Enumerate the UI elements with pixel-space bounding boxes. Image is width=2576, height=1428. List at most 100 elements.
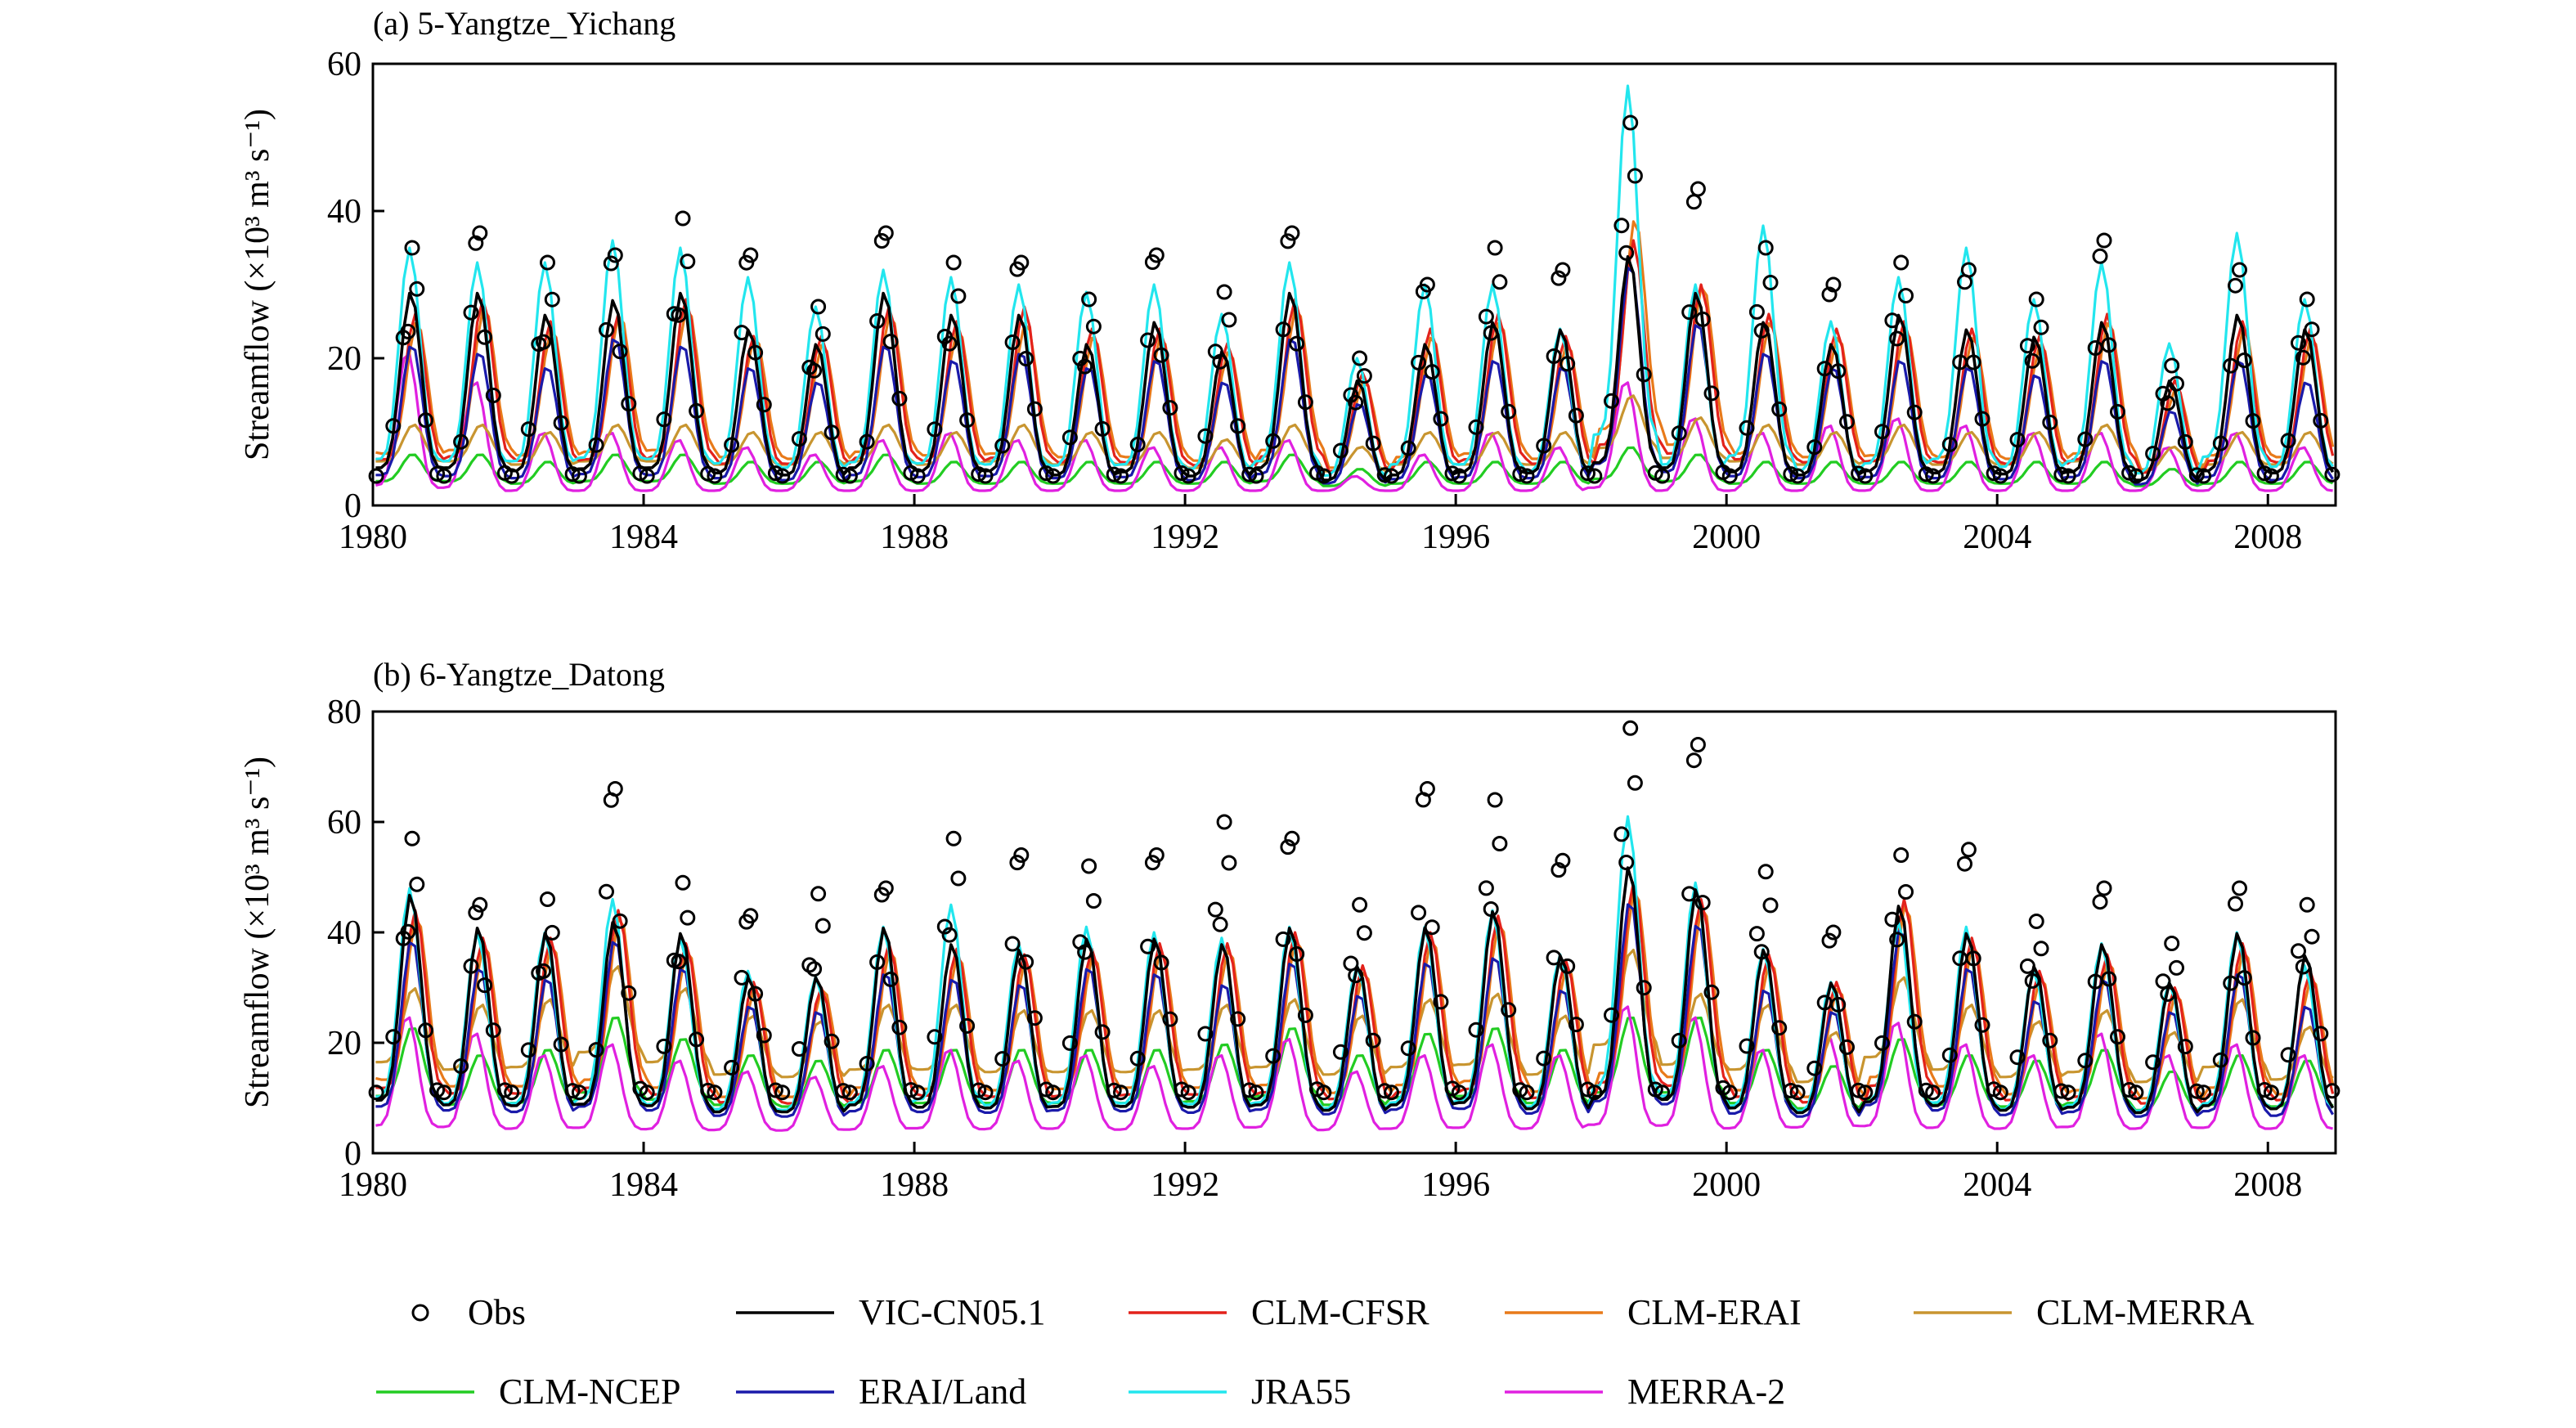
obs-point: [2280, 433, 2296, 449]
obs-point: [671, 954, 687, 970]
obs-point: [1783, 466, 1799, 483]
obs-point: [1546, 348, 1562, 364]
obs-point: [1180, 1084, 1196, 1101]
obs-point: [2060, 468, 2076, 484]
obs-point: [571, 468, 587, 484]
obs-point: [2245, 413, 2261, 429]
obs-point: [689, 1031, 705, 1048]
y-tick-label: 20: [327, 1025, 361, 1062]
obs-point: [1857, 1084, 1874, 1101]
obs-point: [1551, 270, 1567, 286]
obs-point: [680, 909, 696, 926]
obs-point: [1144, 855, 1160, 871]
panel-b-obs: [368, 720, 2340, 1101]
obs-point: [1289, 946, 1305, 962]
obs-point: [756, 397, 772, 413]
obs-point: [1753, 944, 1770, 960]
obs-point: [1153, 954, 1169, 971]
obs-point: [1004, 936, 1021, 952]
obs-point: [2236, 970, 2252, 986]
obs-point: [1113, 468, 1129, 484]
obs-point: [1162, 1011, 1178, 1027]
obs-point: [1889, 330, 1905, 347]
obs-point: [1757, 864, 1774, 880]
obs-point: [2033, 319, 2049, 335]
obs-point: [607, 781, 623, 797]
obs-point: [1081, 858, 1097, 874]
obs-point: [1129, 1050, 1146, 1067]
obs-point: [496, 1082, 513, 1098]
obs-point: [603, 255, 619, 272]
obs-point: [815, 918, 831, 934]
obs-point: [1762, 275, 1779, 290]
obs-point: [1694, 311, 1711, 327]
obs-point: [2092, 894, 2108, 910]
obs-point: [1690, 737, 1706, 752]
obs-point: [791, 431, 807, 447]
obs-point: [1898, 288, 1914, 303]
obs-point: [1284, 830, 1300, 846]
obs-point: [1265, 1048, 1281, 1064]
obs-point: [756, 1027, 772, 1044]
obs-point: [743, 908, 759, 924]
obs-point: [1061, 429, 1078, 446]
x-tick-label: 1980: [339, 1166, 407, 1204]
obs-point: [588, 1042, 604, 1058]
panel-a-y-axis-label: Streamflow (×10³ m³ s⁻¹): [239, 109, 276, 460]
obs-point: [959, 412, 976, 429]
obs-point: [1018, 351, 1034, 366]
obs-point: [1857, 468, 1874, 484]
legend-item-obs: Obs: [411, 1292, 526, 1332]
obs-point: [859, 433, 875, 450]
obs-point: [675, 210, 691, 227]
obs-point: [2077, 1053, 2094, 1069]
obs-point: [1627, 168, 1643, 184]
obs-point: [2101, 337, 2117, 353]
obs-point: [1348, 968, 1364, 984]
obs-point: [927, 421, 943, 438]
obs-point: [1444, 465, 1461, 482]
obs-point: [1681, 886, 1698, 902]
obs-point: [1384, 1084, 1399, 1101]
obs-point: [891, 390, 908, 406]
obs-point: [903, 1082, 919, 1098]
obs-point: [869, 313, 886, 329]
obs-point: [2304, 321, 2320, 338]
obs-point: [1771, 401, 1788, 417]
obs-point: [463, 304, 479, 321]
obs-point: [810, 886, 827, 902]
obs-point: [835, 466, 851, 483]
obs-point: [1284, 225, 1300, 241]
obs-point: [564, 466, 581, 483]
obs-point: [2155, 973, 2171, 990]
obs-point: [971, 466, 987, 483]
obs-point: [1400, 440, 1416, 456]
obs-point: [436, 468, 452, 484]
panel-b-title: (b) 6-Yangtze_Datong: [373, 656, 665, 693]
obs-point: [2128, 1084, 2144, 1101]
obs-point: [1085, 893, 1102, 909]
obs-point: [2042, 415, 2058, 430]
obs-point: [1636, 366, 1652, 383]
obs-point: [1216, 284, 1232, 300]
obs-point: [1884, 312, 1901, 329]
x-tick-label: 2008: [2233, 519, 2302, 556]
obs-point: [468, 905, 484, 921]
obs-point: [1974, 1017, 1990, 1033]
obs-point: [1026, 1010, 1043, 1026]
obs-point: [2110, 404, 2125, 420]
obs-point: [1411, 354, 1427, 370]
obs-point: [612, 344, 628, 360]
obs-point: [1352, 896, 1368, 913]
y-tick-label: 40: [327, 914, 361, 952]
x-tick-label: 1992: [1151, 1166, 1219, 1204]
obs-point: [1085, 318, 1102, 335]
legend-item-merra-2: MERRA-2: [1505, 1372, 1785, 1412]
obs-point: [2256, 1082, 2273, 1098]
obs-point: [1974, 411, 1990, 427]
obs-point: [724, 1059, 740, 1075]
obs-point: [1771, 1020, 1788, 1036]
panel-b-series: [375, 815, 2335, 1132]
legend-label: ERAI/Land: [859, 1372, 1026, 1412]
obs-point: [971, 1082, 987, 1098]
